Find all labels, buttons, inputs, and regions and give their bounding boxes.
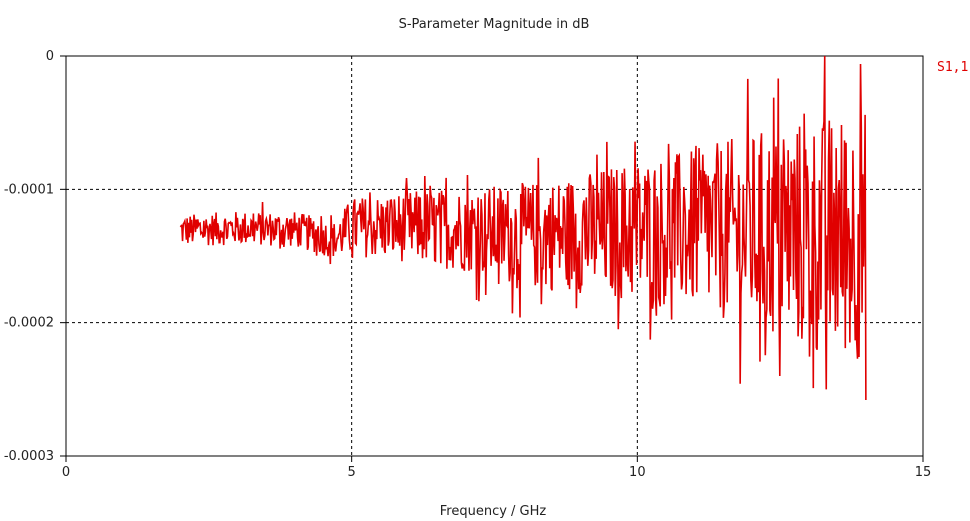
chart-title: S-Parameter Magnitude in dB: [399, 17, 590, 32]
series-layer: [179, 56, 867, 401]
y-tick-label: 0: [46, 49, 54, 64]
x-tick-label: 5: [348, 465, 356, 480]
y-tick-label: -0.0003: [4, 449, 54, 464]
series-line-s11: [179, 56, 867, 401]
x-tick-label: 15: [915, 465, 932, 480]
x-tick-label: 0: [62, 465, 70, 480]
axis-ticks: 0 5 10 15 0 -0.0001 -0.0002 -0.0003: [4, 49, 931, 480]
x-axis-label: Frequency / GHz: [440, 504, 547, 519]
y-tick-label: -0.0001: [4, 182, 54, 197]
y-tick-label: -0.0002: [4, 316, 54, 331]
x-tick-label: 10: [629, 465, 646, 480]
legend-entry-s11: S1,1: [937, 60, 968, 75]
